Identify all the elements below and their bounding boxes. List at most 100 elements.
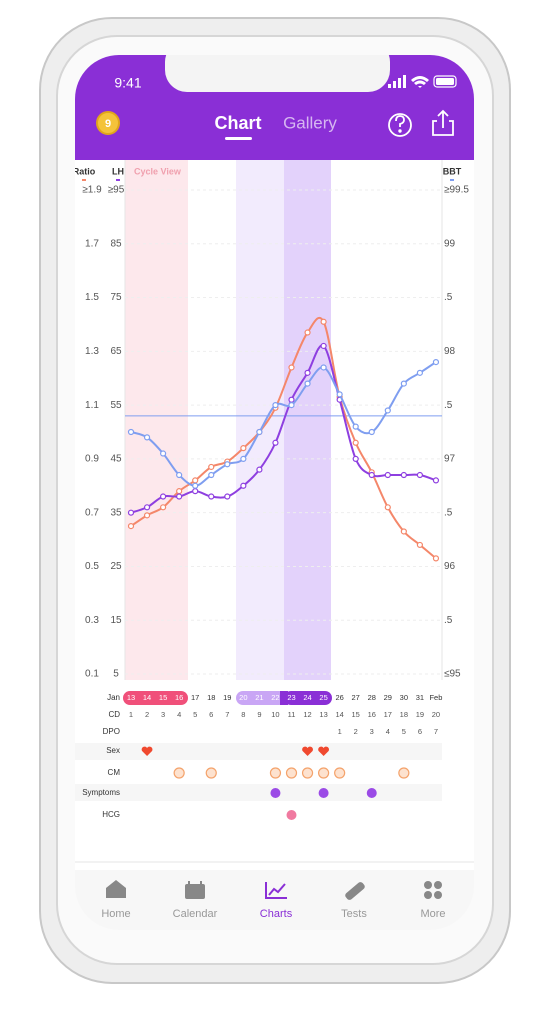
date-label: 15 (159, 693, 167, 702)
series-point (432, 555, 440, 562)
row-value: 16 (368, 710, 376, 719)
series-point (400, 471, 407, 479)
screen: 9:41 9 Chart Gallery Ratio LH BBT Cycle Vie… (73, 55, 474, 930)
row-label: HCG (102, 810, 120, 819)
level-badge[interactable] (96, 111, 120, 135)
row-value: 3 (161, 710, 165, 719)
row-value: 13 (319, 710, 327, 719)
date-label: 26 (335, 693, 343, 702)
series-point (127, 428, 135, 436)
tab-label[interactable]: Tests (341, 908, 367, 920)
series-point (143, 434, 151, 441)
row-value: 5 (193, 710, 197, 719)
date-label: 24 (303, 693, 311, 702)
row-value: 4 (386, 727, 390, 736)
row-label: Sex (106, 746, 120, 755)
series-point (384, 504, 391, 511)
tab-label[interactable]: Calendar (173, 908, 218, 920)
row-value: 6 (418, 727, 422, 736)
tab-gallery[interactable]: Gallery (283, 113, 337, 132)
series-point (336, 391, 343, 398)
tab-chart[interactable]: Chart (214, 113, 261, 133)
row-value: 12 (303, 710, 311, 719)
tab-icons (106, 880, 442, 900)
date-label: 18 (207, 693, 215, 702)
ovulation-band (284, 160, 331, 680)
date-label: Feb (429, 693, 442, 702)
series-point (368, 471, 375, 479)
share-button[interactable] (432, 109, 454, 136)
y-tick-label: ≥99.5 (444, 185, 469, 196)
date-label: 16 (175, 693, 183, 702)
y-tick-label: 98 (444, 346, 456, 357)
series-point (240, 445, 247, 452)
tab-label[interactable]: Home (101, 908, 130, 920)
series-point (160, 450, 167, 457)
y-tick-label: 1.3 (85, 346, 99, 357)
y-tick-label: 75 (110, 292, 122, 303)
series-point (272, 439, 279, 446)
series-point (127, 509, 135, 516)
tab-underline (225, 137, 252, 140)
y-tick-label: 99 (444, 238, 456, 249)
row-value: 1 (129, 710, 133, 719)
row-value: 9 (257, 710, 261, 719)
row-value: 2 (354, 727, 358, 736)
series-point (288, 396, 295, 403)
notch (165, 55, 390, 92)
y-tick-label: 0.3 (85, 615, 99, 626)
series-point (160, 493, 167, 500)
series-point (288, 364, 295, 371)
row-label: CD (108, 710, 120, 719)
series-point (304, 369, 311, 376)
series-point (432, 477, 440, 484)
series-point (400, 528, 407, 535)
axis-color-key (82, 179, 86, 181)
y-tick-label: 97 (444, 454, 456, 465)
row-value: 17 (384, 710, 392, 719)
sex-icon (302, 746, 313, 756)
series-point (272, 402, 279, 409)
y-tick-label: 0.9 (85, 454, 99, 465)
help-button[interactable] (388, 113, 412, 137)
series-point (176, 493, 183, 500)
y-tick-label: 96 (444, 561, 456, 572)
series-point (304, 380, 311, 387)
series-point (384, 471, 391, 479)
symptom-icon (270, 788, 281, 798)
y-tick-label: .5 (444, 507, 453, 518)
series-point (208, 493, 215, 500)
axis-color-key (116, 179, 120, 181)
row-value: 11 (288, 710, 296, 719)
y-tick-label: 15 (110, 615, 122, 626)
axis-header: LH (112, 166, 124, 176)
row-value: 2 (145, 710, 149, 719)
date-label: 27 (352, 693, 360, 702)
y-tick-label: 1.7 (85, 238, 99, 249)
chart-title: Cycle View (134, 166, 182, 176)
y-tick-label: 0.1 (85, 669, 99, 680)
series-point (224, 493, 231, 500)
row-label: Symptoms (82, 788, 120, 797)
series-point (416, 541, 423, 549)
y-tick-label: ≥95 (108, 185, 125, 196)
date-label: 25 (319, 693, 327, 702)
series-point (256, 466, 263, 473)
chart-area: Ratio LH BBT Cycle View 0.1 0.3 0.5 0.7 0.9 1.1 1.… (73, 160, 474, 860)
row-value: 18 (400, 710, 408, 719)
series-point (416, 471, 423, 479)
tab-label[interactable]: Charts (260, 908, 293, 920)
series-point (352, 455, 359, 462)
period-pill (123, 691, 188, 705)
series-point (416, 369, 423, 376)
row-value: 19 (416, 710, 424, 719)
y-tick-label: .5 (444, 292, 453, 303)
series-point (432, 358, 440, 366)
tab-label[interactable]: More (420, 908, 445, 920)
sex-icon (141, 746, 153, 756)
date-label: 31 (416, 693, 424, 702)
row-value: 6 (209, 710, 213, 719)
axis-header: Ratio (73, 166, 96, 176)
series-point (256, 428, 263, 436)
symptom-icon (366, 788, 377, 798)
